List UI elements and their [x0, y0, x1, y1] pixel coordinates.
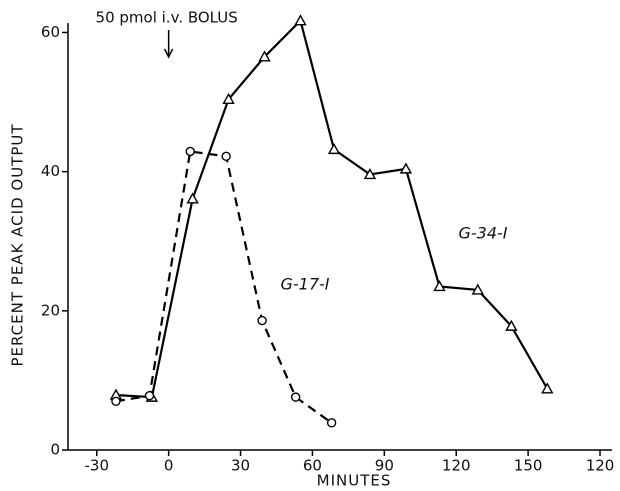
marker [399, 162, 413, 174]
series-label: G-17-I [280, 275, 329, 294]
marker [185, 146, 195, 157]
marker [222, 92, 235, 104]
marker [541, 382, 554, 394]
x-tick-label: 120 [442, 457, 471, 475]
y-tick-label: 20 [41, 301, 60, 319]
y-axis-label: PERCENT PEAK ACID OUTPUT [9, 123, 27, 366]
annotation: 50 pmol i.v. BOLUS [96, 9, 238, 27]
marker [363, 167, 377, 180]
x-axis-label: MINUTES [317, 472, 392, 490]
marker [258, 50, 271, 62]
marker [505, 319, 518, 331]
y-tick-label: 0 [50, 441, 60, 459]
marker [294, 14, 307, 26]
x-tick-label: -30 [85, 457, 110, 475]
x-tick-label: 120 [586, 457, 615, 475]
marker [111, 396, 121, 406]
x-tick-label: 0 [164, 457, 174, 475]
marker [290, 392, 301, 402]
marker [471, 283, 484, 295]
y-tick-label: 60 [41, 23, 60, 41]
x-tick-label: 90 [375, 457, 394, 475]
x-tick-label: 60 [303, 457, 322, 475]
arrow-head [163, 48, 174, 59]
series-label: G-34-I [458, 224, 507, 243]
marker [326, 418, 337, 428]
series-line [115, 18, 549, 399]
marker [257, 315, 267, 326]
marker [221, 151, 231, 162]
y-tick-label: 40 [41, 162, 60, 180]
marker [327, 142, 341, 155]
marker [144, 391, 155, 401]
marker [433, 280, 446, 292]
x-tick-label: 150 [514, 457, 543, 475]
marker [186, 192, 199, 204]
x-tick-label: 30 [231, 457, 250, 475]
